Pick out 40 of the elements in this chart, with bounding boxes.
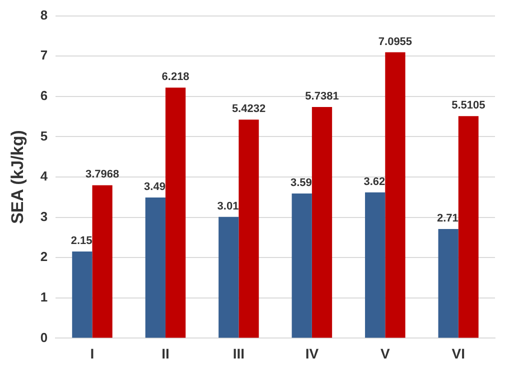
data-label: 3.59 — [290, 177, 312, 190]
x-tick-label: IV — [305, 345, 320, 362]
data-label: 3.49 — [144, 181, 166, 194]
bar — [218, 216, 239, 338]
bar — [458, 116, 479, 338]
y-tick-label: 0 — [40, 330, 48, 345]
data-label: 5.5105 — [452, 100, 486, 112]
bar — [312, 106, 332, 338]
bar — [92, 185, 112, 338]
data-label: 2.71 — [436, 212, 458, 225]
x-tick-label: V — [380, 345, 390, 362]
data-label: 3.01 — [217, 200, 239, 212]
x-tick-label: II — [162, 345, 170, 362]
data-label: 3.7968 — [85, 168, 120, 181]
data-label: 5.7381 — [305, 90, 339, 102]
bar — [365, 192, 386, 338]
y-tick-label: 4 — [40, 168, 48, 184]
y-tick-label: 6 — [40, 88, 48, 103]
x-tick-label: III — [232, 345, 245, 362]
y-tick-label: 8 — [40, 7, 48, 22]
y-axis-title: SEA (kJ/kg) — [8, 130, 27, 224]
y-tick-label: 3 — [40, 208, 48, 224]
data-label: 7.0955 — [378, 36, 412, 48]
bar — [72, 252, 92, 338]
bar — [438, 228, 458, 338]
bar — [385, 52, 406, 338]
y-tick-label: 1 — [40, 289, 48, 304]
data-label: 6.218 — [162, 71, 190, 84]
data-label: 3.62 — [364, 176, 386, 188]
bar — [165, 88, 186, 338]
bar — [238, 120, 259, 338]
bar — [292, 194, 312, 338]
data-label: 5.4232 — [232, 103, 266, 116]
data-label: 2.15 — [70, 235, 92, 248]
y-tick-label: 5 — [40, 128, 48, 144]
y-tick-label: 7 — [40, 48, 48, 63]
y-tick-label: 2 — [40, 249, 48, 264]
x-tick-label: I — [90, 345, 94, 362]
x-tick-label: VI — [452, 345, 466, 362]
bar — [145, 198, 166, 338]
